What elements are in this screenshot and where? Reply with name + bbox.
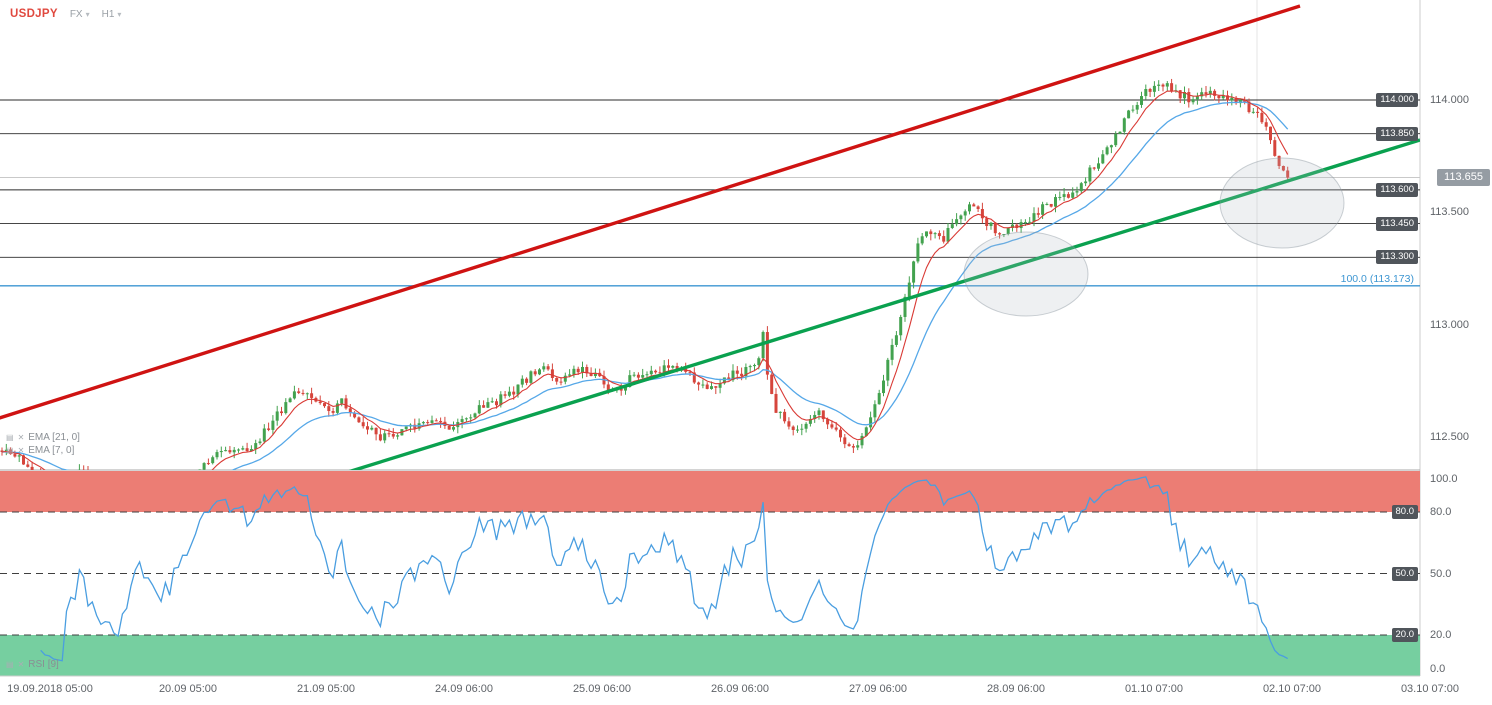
timeframe-label: H1 [101, 8, 115, 20]
rsi-legend: ▤ ✕ RSI [9] [6, 659, 59, 670]
highlight-ellipse [963, 231, 1089, 317]
ema-fast-label: EMA [7, 0] [28, 445, 75, 456]
highlight-ellipse [1219, 157, 1345, 249]
rsi-overbought-band [0, 471, 1420, 512]
indicator-settings-icon[interactable]: ▤ [6, 659, 14, 669]
market-label: FX [69, 8, 83, 20]
ema-legend: ▤ ✕ EMA [21, 0] ▤ ✕ EMA [7, 0] [6, 432, 80, 456]
fib-level-label: 100.0 (113.173) [1340, 273, 1414, 285]
chart-header: USDJPY FX ▾ H1 ▾ [10, 8, 121, 20]
candles-layer [0, 78, 1290, 470]
indicator-close-icon[interactable]: ✕ [17, 445, 25, 455]
current-price-badge: 113.655 [1437, 169, 1490, 186]
market-dropdown[interactable]: FX ▾ [70, 9, 90, 20]
timeframe-dropdown[interactable]: H1 ▾ [102, 9, 122, 20]
ema-slow-label: EMA [21, 0] [28, 432, 80, 443]
rsi-oversold-band [0, 635, 1420, 676]
rsi-label: RSI [9] [28, 659, 59, 670]
trendline-support [348, 138, 1420, 470]
trendline-resistance [0, 4, 1301, 420]
chevron-down-icon: ▾ [85, 9, 90, 19]
chevron-down-icon: ▾ [117, 9, 122, 19]
indicator-settings-icon[interactable]: ▤ [6, 432, 14, 442]
ema-fast-legend-row: ▤ ✕ EMA [7, 0] [6, 445, 80, 456]
indicator-settings-icon[interactable]: ▤ [6, 445, 14, 455]
ema-layer [1, 90, 1289, 470]
rsi-legend-row: ▤ ✕ RSI [9] [6, 659, 59, 670]
ema-slow-legend-row: ▤ ✕ EMA [21, 0] [6, 432, 80, 443]
symbol-label[interactable]: USDJPY [10, 8, 58, 20]
indicator-close-icon[interactable]: ✕ [17, 659, 25, 669]
rsi-line [40, 476, 1289, 662]
indicator-close-icon[interactable]: ✕ [17, 432, 25, 442]
